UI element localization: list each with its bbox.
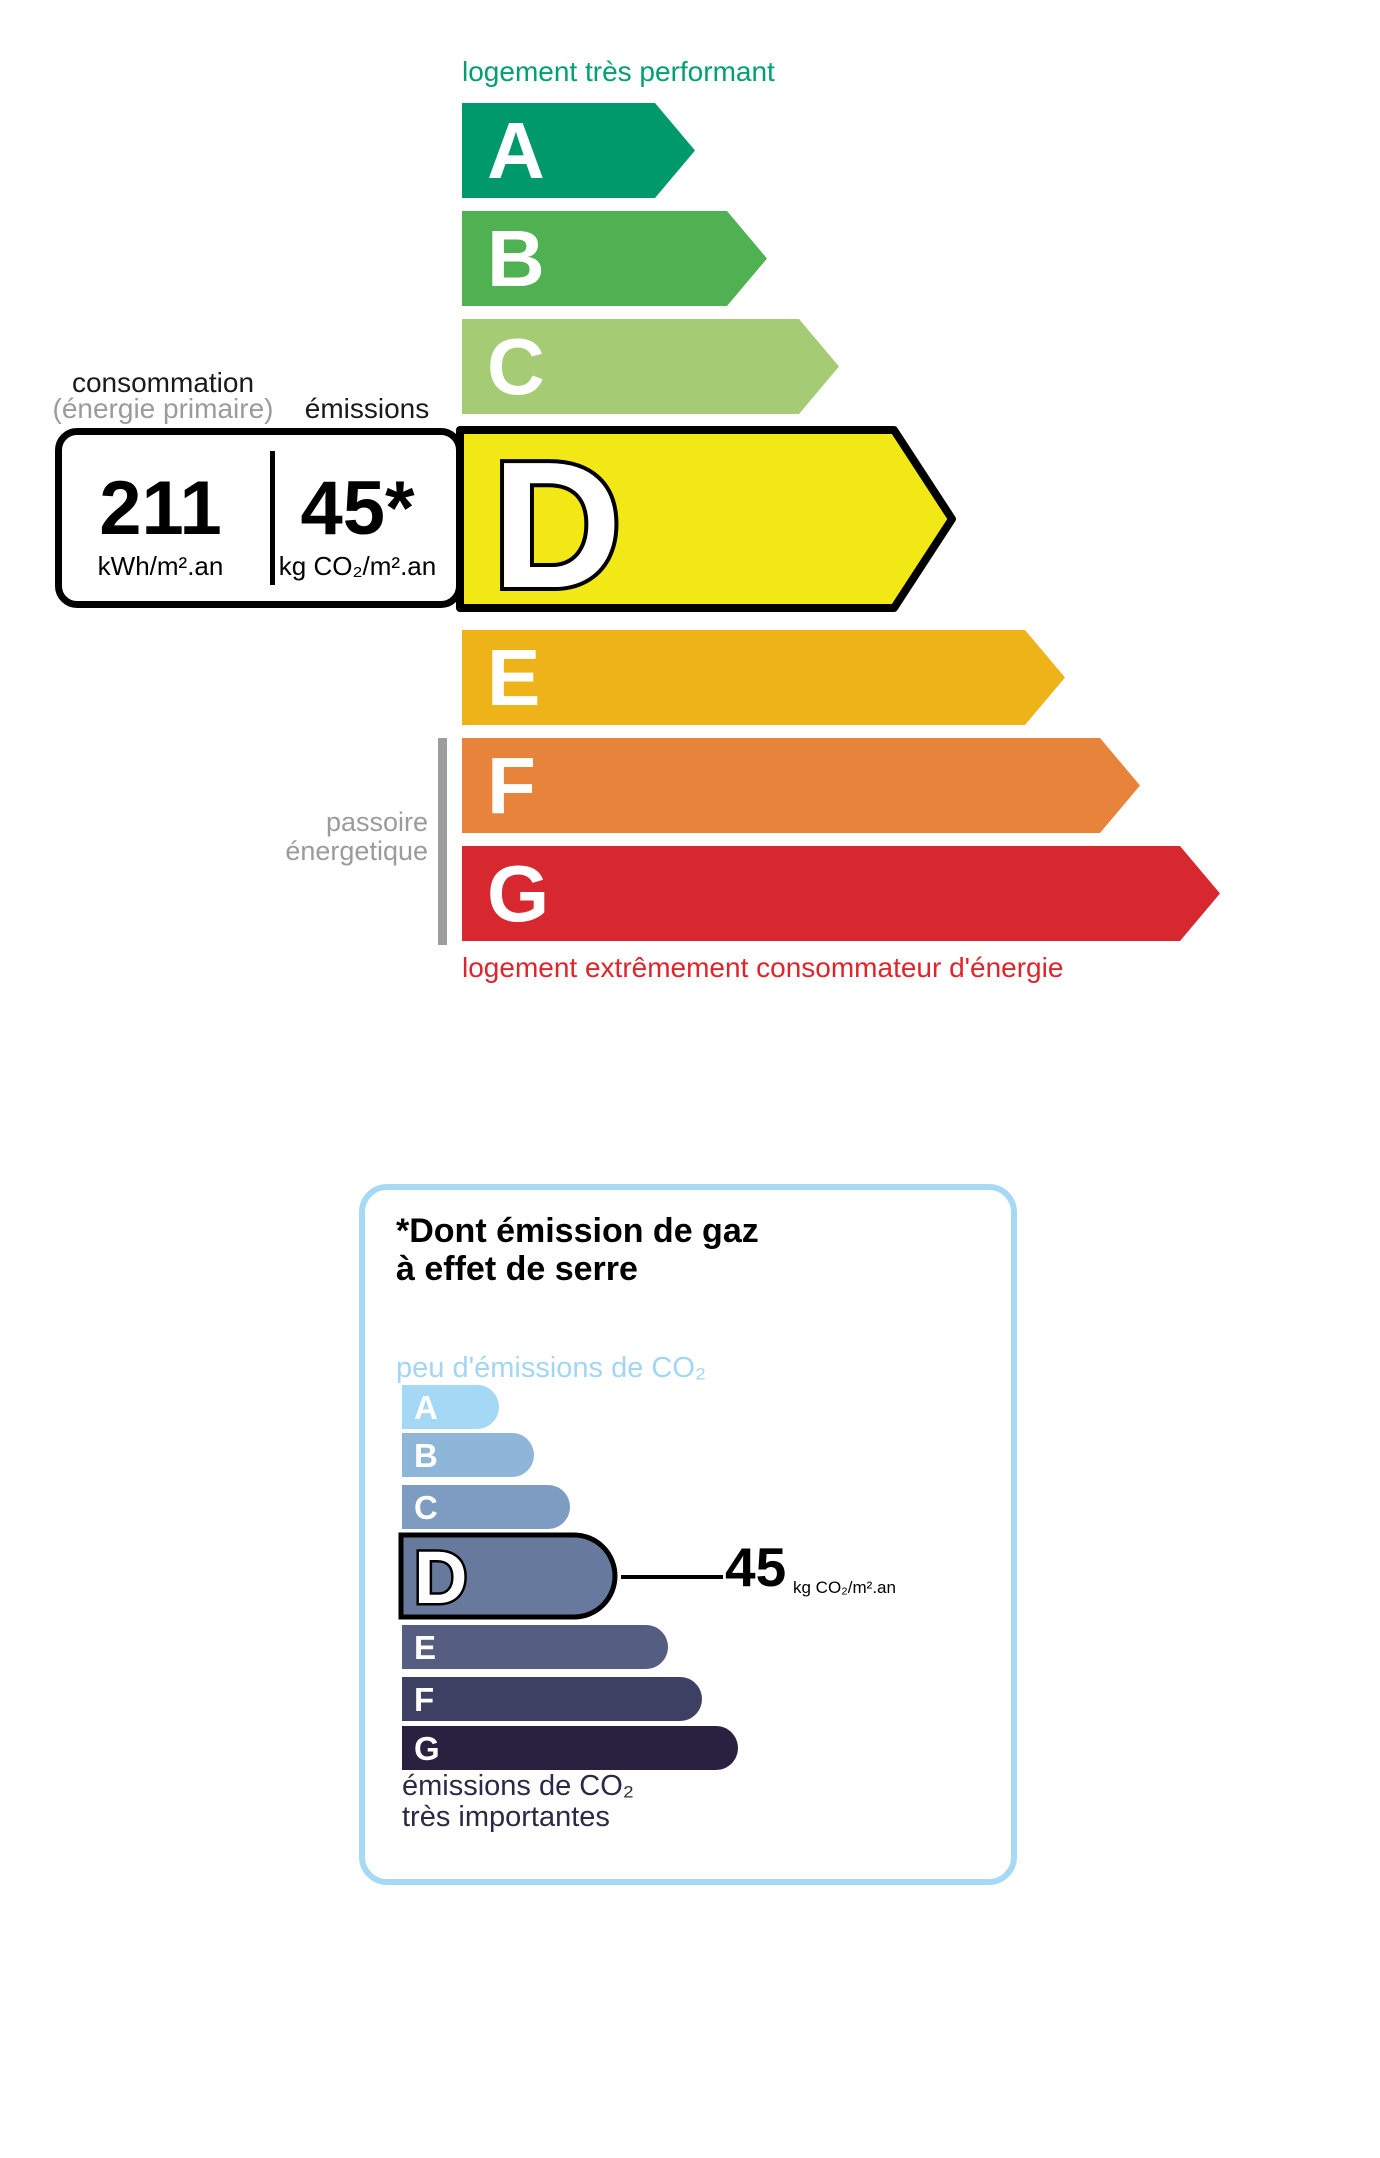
emissions-value: 45* <box>300 466 415 551</box>
annotation-line <box>621 1575 723 1579</box>
annotation-unit: kg CO₂/m².an <box>793 1578 896 1597</box>
co2-class-bar-C: C <box>402 1485 570 1529</box>
co2-bottom-label: émissions de CO₂ très importantes <box>402 1771 634 1833</box>
value-box: 211 kWh/m².an 45* kg CO₂/m².an <box>55 428 463 608</box>
bottom-scale-label: logement extrêmement consommateur d'éner… <box>462 952 1064 983</box>
class-letter: B <box>414 1436 438 1474</box>
co2-bottom-label-line1: émissions de CO₂ <box>402 1770 635 1802</box>
class-letter: D <box>492 425 622 614</box>
co2-class-bar-B: B <box>402 1433 534 1477</box>
energy-class-arrow-F: F <box>462 738 1140 833</box>
class-letter: E <box>414 1628 437 1666</box>
class-letter: B <box>487 213 545 303</box>
co2-class-bar-G: G <box>402 1726 738 1770</box>
co2-title-line1: *Dont émission de gaz <box>396 1212 759 1250</box>
class-letter: F <box>414 1680 435 1718</box>
co2-panel: *Dont émission de gaz à effet de serre p… <box>359 1184 1017 1885</box>
energy-class-arrow-D-highlighted: D <box>456 424 956 614</box>
sieve-label: passoire énergetique <box>178 808 428 866</box>
class-letter: C <box>414 1488 438 1526</box>
co2-top-label: peu d'émissions de CO₂ <box>396 1352 707 1384</box>
class-letter: A <box>414 1388 438 1426</box>
consumption-unit: kWh/m².an <box>97 551 224 581</box>
class-letter: D <box>414 1536 467 1619</box>
co2-panel-title: *Dont émission de gaz à effet de serre <box>396 1212 759 1288</box>
co2-bottom-label-line2: très importantes <box>402 1801 610 1833</box>
emissions-unit: kg CO₂/m².an <box>278 551 437 581</box>
co2-class-bar-D-highlighted: D <box>398 1532 618 1621</box>
co2-class-bar-A: A <box>402 1385 499 1429</box>
co2-class-bar-E: E <box>402 1625 668 1669</box>
value-box-divider <box>270 451 275 585</box>
energy-class-arrow-C: C <box>462 319 839 414</box>
bar-shape <box>398 1532 618 1620</box>
class-letter: A <box>487 105 545 195</box>
co2-title-line2: à effet de serre <box>396 1250 638 1288</box>
consumption-cell: 211 kWh/m².an <box>62 435 259 601</box>
energy-class-arrow-G: G <box>462 846 1220 941</box>
emissions-header: émissions <box>304 393 430 424</box>
consumption-header: consommation <box>71 367 255 398</box>
sieve-label-line1: passoire <box>325 807 428 837</box>
energy-class-arrow-E: E <box>462 630 1065 725</box>
class-letter: F <box>487 740 536 830</box>
class-letter: E <box>487 632 541 722</box>
sieve-bar <box>438 738 447 945</box>
energy-class-arrow-B: B <box>462 211 767 306</box>
sieve-label-line2: énergetique <box>285 836 428 866</box>
energy-class-arrow-A: A <box>462 103 695 198</box>
consumption-subheader: (énergie primaire) <box>52 393 274 424</box>
class-letter: C <box>487 321 545 411</box>
co2-class-bar-F: F <box>402 1677 702 1721</box>
class-letter: G <box>414 1729 440 1767</box>
annotation-value: 45 <box>725 1536 787 1598</box>
emissions-cell: 45* kg CO₂/m².an <box>259 435 456 601</box>
top-scale-label: logement très performant <box>462 56 775 87</box>
class-letter: G <box>487 848 550 938</box>
consumption-value: 211 <box>99 466 222 551</box>
